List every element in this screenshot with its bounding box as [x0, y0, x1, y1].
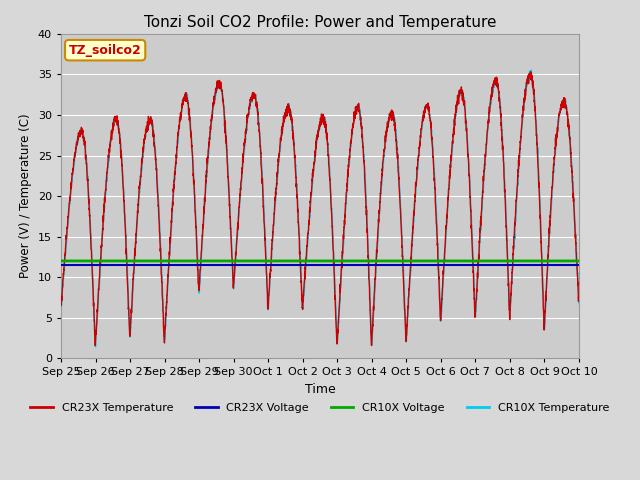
Legend: CR23X Temperature, CR23X Voltage, CR10X Voltage, CR10X Temperature: CR23X Temperature, CR23X Voltage, CR10X …	[26, 399, 614, 418]
X-axis label: Time: Time	[305, 383, 335, 396]
Title: Tonzi Soil CO2 Profile: Power and Temperature: Tonzi Soil CO2 Profile: Power and Temper…	[144, 15, 496, 30]
Y-axis label: Power (V) / Temperature (C): Power (V) / Temperature (C)	[19, 114, 32, 278]
Text: TZ_soilco2: TZ_soilco2	[68, 44, 141, 57]
